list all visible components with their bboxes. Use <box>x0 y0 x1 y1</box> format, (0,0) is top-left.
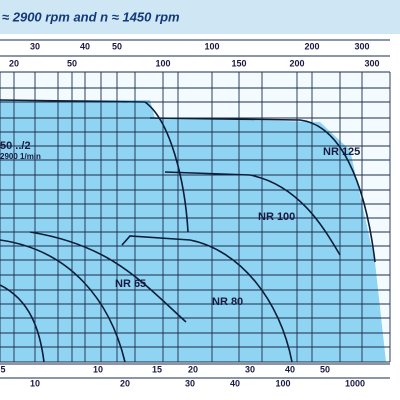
scale-label: 20 <box>120 378 130 388</box>
scale-label: 40 <box>285 364 295 374</box>
scale-label: 50 <box>67 58 77 68</box>
scale-label: 100 <box>275 378 290 388</box>
curve-label: NR 125 <box>323 146 360 158</box>
scale-label: 100 <box>155 58 170 68</box>
scale-label: 150 <box>231 58 246 68</box>
model-label: 50 ../2 <box>0 140 31 152</box>
scale-label: 100 <box>204 41 219 51</box>
curve <box>164 171 341 256</box>
scale-label: 30 <box>185 378 195 388</box>
curve <box>0 284 45 363</box>
speed-label: 2900 1/min <box>0 152 41 161</box>
scale-label: 300 <box>364 58 379 68</box>
curve-label: NR 65 <box>115 278 146 290</box>
scale-label: 20 <box>9 58 19 68</box>
scale-label: 40 <box>80 41 90 51</box>
scale-label: 1000 <box>345 378 365 388</box>
header-bar <box>0 0 400 34</box>
scale-label: 50 <box>320 364 330 374</box>
curve-label: NR 80 <box>212 296 243 308</box>
scale-label: 200 <box>304 41 319 51</box>
curve <box>121 235 293 363</box>
scale-label: 30 <box>30 41 40 51</box>
curve <box>0 239 126 363</box>
grid <box>0 39 391 379</box>
scale-label: 40 <box>230 378 240 388</box>
scale-label: 10 <box>30 378 40 388</box>
curves <box>0 99 376 363</box>
scale-label: 5 <box>0 364 5 374</box>
scale-label: 20 <box>188 364 198 374</box>
curve <box>149 117 376 263</box>
scale-label: 15 <box>152 364 162 374</box>
scale-label: 50 <box>112 41 122 51</box>
header-title: ≈ 2900 rpm and n ≈ 1450 rpm <box>2 9 180 24</box>
scale-label: 30 <box>245 364 255 374</box>
curve-label: NR 100 <box>258 211 295 223</box>
curve <box>0 99 189 233</box>
curve <box>29 231 187 323</box>
scale-label: 300 <box>354 41 369 51</box>
scale-label: 200 <box>289 58 304 68</box>
scale-label: 10 <box>93 364 103 374</box>
